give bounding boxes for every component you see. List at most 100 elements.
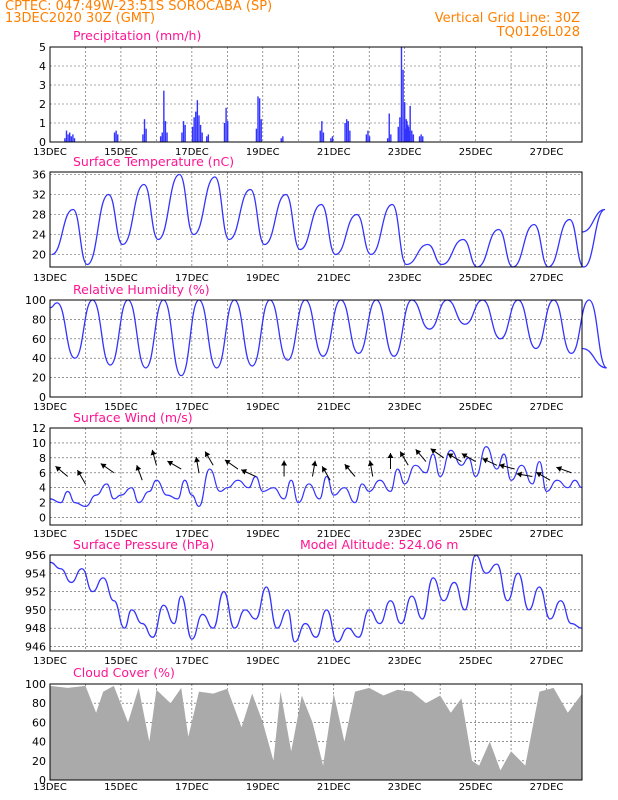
y-tick-label: 0 — [39, 512, 46, 525]
y-tick-label: 60 — [32, 333, 46, 346]
precip-bar — [65, 130, 68, 142]
precip-bar — [402, 69, 404, 142]
model-altitude: Model Altitude: 524.06 m — [300, 537, 458, 552]
y-tick-label: 1 — [39, 117, 46, 130]
precip-bar — [388, 113, 390, 142]
y-tick-label: 20 — [32, 372, 46, 385]
precip-bar — [226, 121, 229, 142]
x-tick-label: 23DEC — [388, 782, 422, 793]
precip-bar — [113, 132, 116, 142]
panel-frame-2 — [49, 299, 583, 398]
x-tick-label: 15DEC — [104, 782, 138, 793]
x-tick-label: 15DEC — [104, 656, 138, 667]
x-tick-label: 15DEC — [104, 529, 138, 540]
precip-bar — [280, 138, 282, 142]
precip-bar — [386, 138, 389, 142]
wind-vector — [499, 463, 515, 470]
precip-bar — [143, 119, 146, 142]
x-tick-label: 13DEC — [33, 273, 67, 284]
panel-1 — [50, 172, 606, 268]
wind-arrow-head — [224, 459, 231, 466]
wind-vector — [387, 453, 394, 470]
panel-frame-3 — [49, 427, 583, 526]
x-tick-label: 25DEC — [459, 529, 493, 540]
wind-arrow-head — [400, 451, 406, 458]
wind-arrow-head — [135, 465, 142, 471]
x-tick-label: 19DEC — [246, 147, 280, 158]
precip-bar — [72, 134, 74, 142]
wind-arrow-head — [322, 466, 328, 473]
x-tick-label: 25DEC — [459, 402, 493, 413]
wind-vector — [194, 456, 201, 473]
panel-title: Precipitation (mm/h) — [73, 28, 201, 43]
y-tick-label: 40 — [32, 736, 46, 749]
panel-frame-4 — [49, 554, 583, 652]
wind-vector — [240, 469, 256, 477]
precip-bar — [201, 132, 203, 142]
y-tick-label: 8 — [39, 452, 46, 465]
wind-arrow-head — [167, 460, 174, 467]
y-tick-label: 12 — [32, 422, 46, 435]
panel-5 — [50, 683, 582, 781]
precip-bar — [412, 134, 415, 142]
x-tick-label: 27DEC — [530, 656, 564, 667]
precip-bar — [142, 134, 144, 142]
precip-bar — [181, 132, 183, 142]
y-tick-label: 80 — [32, 313, 46, 326]
x-tick-label: 19DEC — [246, 656, 280, 667]
y-tick-label: 956 — [25, 549, 46, 562]
panel-frame-0 — [49, 46, 583, 143]
precip-bar — [206, 136, 208, 142]
wind-vector — [167, 460, 182, 470]
x-tick-label: 13DEC — [33, 529, 67, 540]
precip-bar — [163, 90, 165, 142]
precip-bar — [422, 136, 424, 142]
x-tick-label: 15DEC — [104, 147, 138, 158]
x-tick-label: 21DEC — [317, 273, 351, 284]
wind-vector — [150, 449, 157, 466]
x-tick-label: 23DEC — [388, 147, 422, 158]
wind-arrow-head — [447, 453, 454, 459]
y-tick-label: 80 — [32, 697, 46, 710]
x-tick-label: 19DEC — [246, 529, 280, 540]
y-tick-label: 20 — [32, 755, 46, 768]
wind-arrow-head — [430, 448, 437, 454]
x-tick-label: 27DEC — [530, 782, 564, 793]
x-tick-label: 15DEC — [104, 273, 138, 284]
y-tick-label: 24 — [32, 229, 46, 242]
wind-arrow-head — [150, 449, 157, 456]
x-tick-label: 17DEC — [175, 782, 209, 793]
x-tick-label: 21DEC — [317, 402, 351, 413]
pressure-line — [49, 554, 583, 643]
wind-vector — [281, 460, 288, 477]
precip-bar — [406, 121, 408, 142]
wind-arrow-head — [281, 460, 288, 466]
y-tick-label: 4 — [39, 482, 46, 495]
wind-arrow-head — [499, 463, 505, 470]
wind-vector — [204, 451, 214, 466]
precip-bar — [198, 115, 200, 142]
wind-vector — [482, 457, 498, 466]
panel-frame-1 — [49, 171, 583, 268]
panel-title: Surface Wind (m/s) — [73, 410, 193, 425]
x-tick-label: 23DEC — [388, 402, 422, 413]
precip-bar — [184, 124, 186, 142]
y-tick-label: 0 — [39, 136, 46, 149]
run-date: 13DEC2020 30Z (GMT) — [5, 11, 156, 26]
precip-bar — [403, 102, 406, 142]
wind-vector — [77, 469, 86, 485]
wind-vector — [321, 466, 331, 481]
precip-bar — [193, 117, 195, 142]
precip-bar — [196, 100, 199, 142]
y-tick-label: 100 — [25, 294, 46, 307]
wind-vector — [430, 448, 444, 459]
x-tick-label: 23DEC — [388, 273, 422, 284]
precip-bar — [330, 138, 332, 142]
wind-arrow-head — [241, 469, 248, 475]
panel-title: Surface Temperature (nC) — [73, 154, 234, 169]
precip-bar — [367, 130, 369, 142]
wind-vector — [415, 448, 427, 462]
precip-bar — [64, 138, 66, 142]
humidity-line — [49, 299, 608, 377]
panel-4 — [49, 554, 583, 651]
